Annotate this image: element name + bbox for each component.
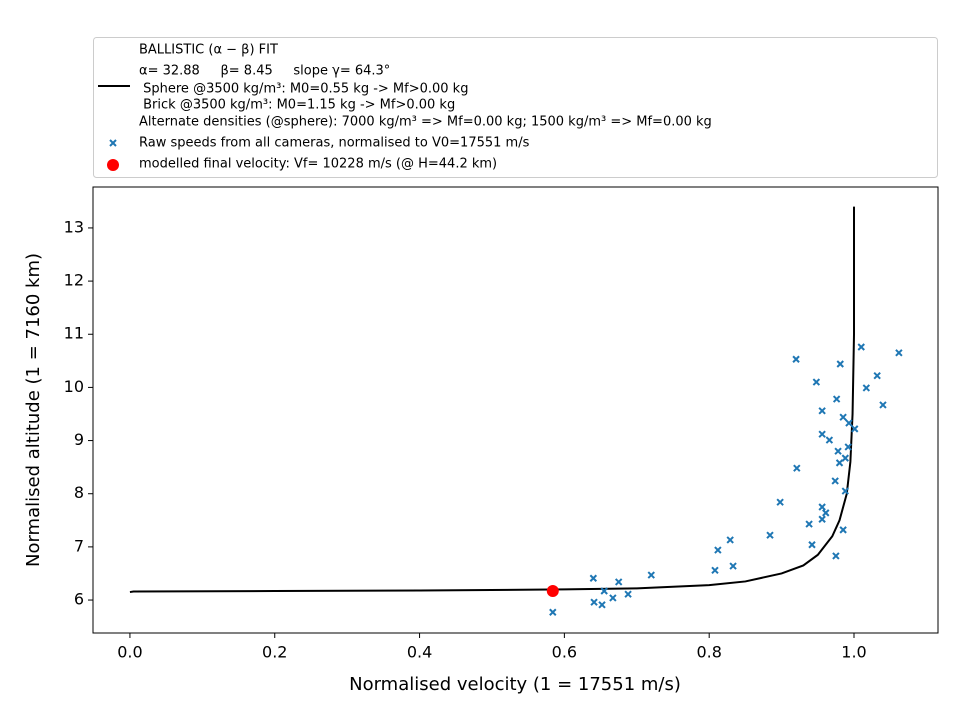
y-tick-label: 9 <box>74 430 84 449</box>
y-tick-label: 13 <box>64 217 84 236</box>
scatter-point <box>624 590 632 598</box>
scatter-point <box>818 430 826 438</box>
scatter-point <box>818 503 826 511</box>
scatter-point <box>818 515 826 523</box>
scatter-point <box>549 608 557 616</box>
fit-line <box>129 206 856 594</box>
x-axis-label: Normalised velocity (1 = 17551 m/s) <box>349 674 681 695</box>
scatter-point <box>711 566 719 574</box>
legend <box>93 37 938 178</box>
legend-text: Brick @3500 kg/m³: M0=1.15 kg -> Mf>0.00… <box>139 98 455 113</box>
y-tick-label: 8 <box>74 483 84 502</box>
scatter-point <box>729 562 737 570</box>
scatter-point <box>805 520 813 528</box>
scatter-point <box>832 552 840 560</box>
scatter-point <box>793 464 801 472</box>
y-tick-label: 11 <box>64 324 84 343</box>
scatter-point <box>598 601 606 609</box>
scatter-point <box>600 587 608 595</box>
legend-marker <box>109 139 117 147</box>
scatter-point <box>832 395 841 403</box>
scatter-point <box>614 578 623 586</box>
x-tick-label: 1.0 <box>841 643 866 662</box>
scatter-point <box>589 574 598 582</box>
scatter-point <box>845 419 853 427</box>
legend-text: Raw speeds from all cameras, normalised … <box>139 136 530 151</box>
scatter-point <box>873 372 881 380</box>
legend-text: BALLISTIC (α − β) FIT <box>139 43 278 58</box>
final-point <box>546 585 559 598</box>
legend-text: modelled final velocity: Vf= 10228 m/s (… <box>139 157 497 172</box>
scatter-point <box>851 425 859 433</box>
scatter-point <box>841 487 850 495</box>
scatter-point <box>839 413 847 421</box>
scatter-point <box>812 378 821 386</box>
legend-text: Sphere @3500 kg/m³: M0=0.55 kg -> Mf>0.0… <box>139 82 468 97</box>
scatter-point <box>844 443 852 451</box>
legend-marker <box>107 159 119 171</box>
scatter-point <box>714 546 722 554</box>
legend-text: α= 32.88 β= 8.45 slope γ= 64.3° <box>139 64 390 79</box>
plot-frame <box>92 186 939 634</box>
y-tick-label: 12 <box>64 271 84 290</box>
scatter-point <box>857 343 865 351</box>
scatter-point <box>766 531 774 539</box>
y-tick-label: 7 <box>74 536 84 555</box>
scatter-point <box>822 509 830 517</box>
scatter-point <box>831 477 839 485</box>
y-tick-label: 6 <box>74 590 84 609</box>
scatter-point <box>726 536 734 544</box>
scatter-point <box>895 349 903 357</box>
x-tick-label: 0.8 <box>696 643 721 662</box>
scatter-point <box>792 355 800 363</box>
scatter-point <box>879 401 887 409</box>
scatter-point <box>862 384 871 392</box>
scatter-point <box>590 598 598 606</box>
scatter-point <box>776 498 784 506</box>
scatter-point <box>647 571 655 579</box>
scatter-point <box>825 436 834 444</box>
x-tick-label: 0.0 <box>117 643 142 662</box>
x-tick-label: 0.4 <box>407 643 432 662</box>
y-axis-label: Normalised altitude (1 = 7160 km) <box>23 253 44 567</box>
y-tick-label: 10 <box>64 377 84 396</box>
scatter-point <box>839 526 847 534</box>
x-tick-label: 0.2 <box>262 643 287 662</box>
scatter-point <box>841 454 850 462</box>
scatter-point <box>818 407 826 415</box>
legend-text: Alternate densities (@sphere): 7000 kg/m… <box>139 115 712 130</box>
scatter-point <box>609 594 617 602</box>
scatter-point <box>834 447 842 455</box>
scatter-point <box>835 459 844 467</box>
scatter-point <box>808 541 816 549</box>
scatter-point <box>836 360 844 368</box>
x-tick-label: 0.6 <box>552 643 577 662</box>
